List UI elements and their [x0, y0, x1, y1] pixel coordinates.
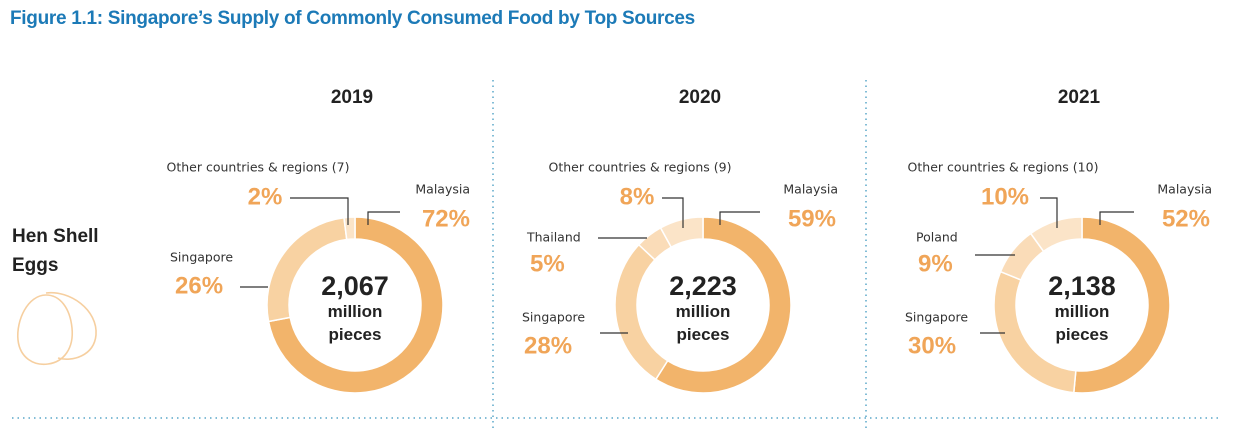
donut-slice [267, 216, 444, 394]
slice-name: Malaysia [415, 182, 470, 197]
slice-name: Other countries & regions (7) [167, 160, 350, 175]
donut-slice [659, 216, 704, 249]
slice-percent: 72% [422, 205, 470, 232]
slice-percent: 9% [918, 250, 953, 277]
center-unit: million pieces [1055, 302, 1110, 344]
slice-percent: 52% [1162, 205, 1210, 232]
slice-name: Malaysia [783, 182, 838, 197]
slice-percent: 5% [530, 250, 565, 277]
egg-icon [17, 291, 97, 366]
slice-name: Singapore [170, 250, 233, 265]
donut-slice [343, 216, 356, 241]
center-value: 2,067 [321, 271, 389, 301]
donut-slice [654, 216, 792, 394]
donut-slice [614, 243, 669, 381]
slice-percent: 2% [248, 183, 283, 210]
slice-percent: 26% [175, 272, 223, 299]
slice-name: Malaysia [1157, 182, 1212, 197]
slice-name: Thailand [526, 230, 581, 245]
row-label: Hen Shell Eggs [12, 226, 99, 276]
center-unit: million pieces [328, 302, 383, 344]
leader-line [290, 197, 349, 225]
slice-name: Poland [916, 230, 958, 245]
slice-percent: 59% [788, 205, 836, 232]
chart-title: 2021 [1058, 87, 1101, 108]
leader-line [367, 211, 400, 225]
slice-name: Other countries & regions (10) [908, 160, 1099, 175]
leader-line [719, 211, 760, 225]
slice-name: Singapore [522, 310, 585, 325]
center-value: 2,223 [669, 271, 737, 301]
slice-name: Singapore [905, 310, 968, 325]
donut-slice [1029, 216, 1083, 253]
chart-title: 2019 [331, 87, 373, 108]
leader-line [662, 197, 684, 228]
center-value: 2,138 [1048, 271, 1116, 301]
figure-title: Figure 1.1: Singapore’s Supply of Common… [10, 8, 695, 29]
center-unit: million pieces [676, 302, 731, 344]
slice-percent: 28% [524, 332, 572, 359]
leader-line [1040, 197, 1058, 228]
slice-percent: 10% [981, 183, 1029, 210]
chart-title: 2020 [679, 87, 721, 108]
donut-slice [1072, 216, 1171, 394]
leader-line [1099, 211, 1134, 225]
slice-percent: 8% [620, 183, 655, 210]
slice-name: Other countries & regions (9) [549, 160, 732, 175]
slice-percent: 30% [908, 332, 956, 359]
